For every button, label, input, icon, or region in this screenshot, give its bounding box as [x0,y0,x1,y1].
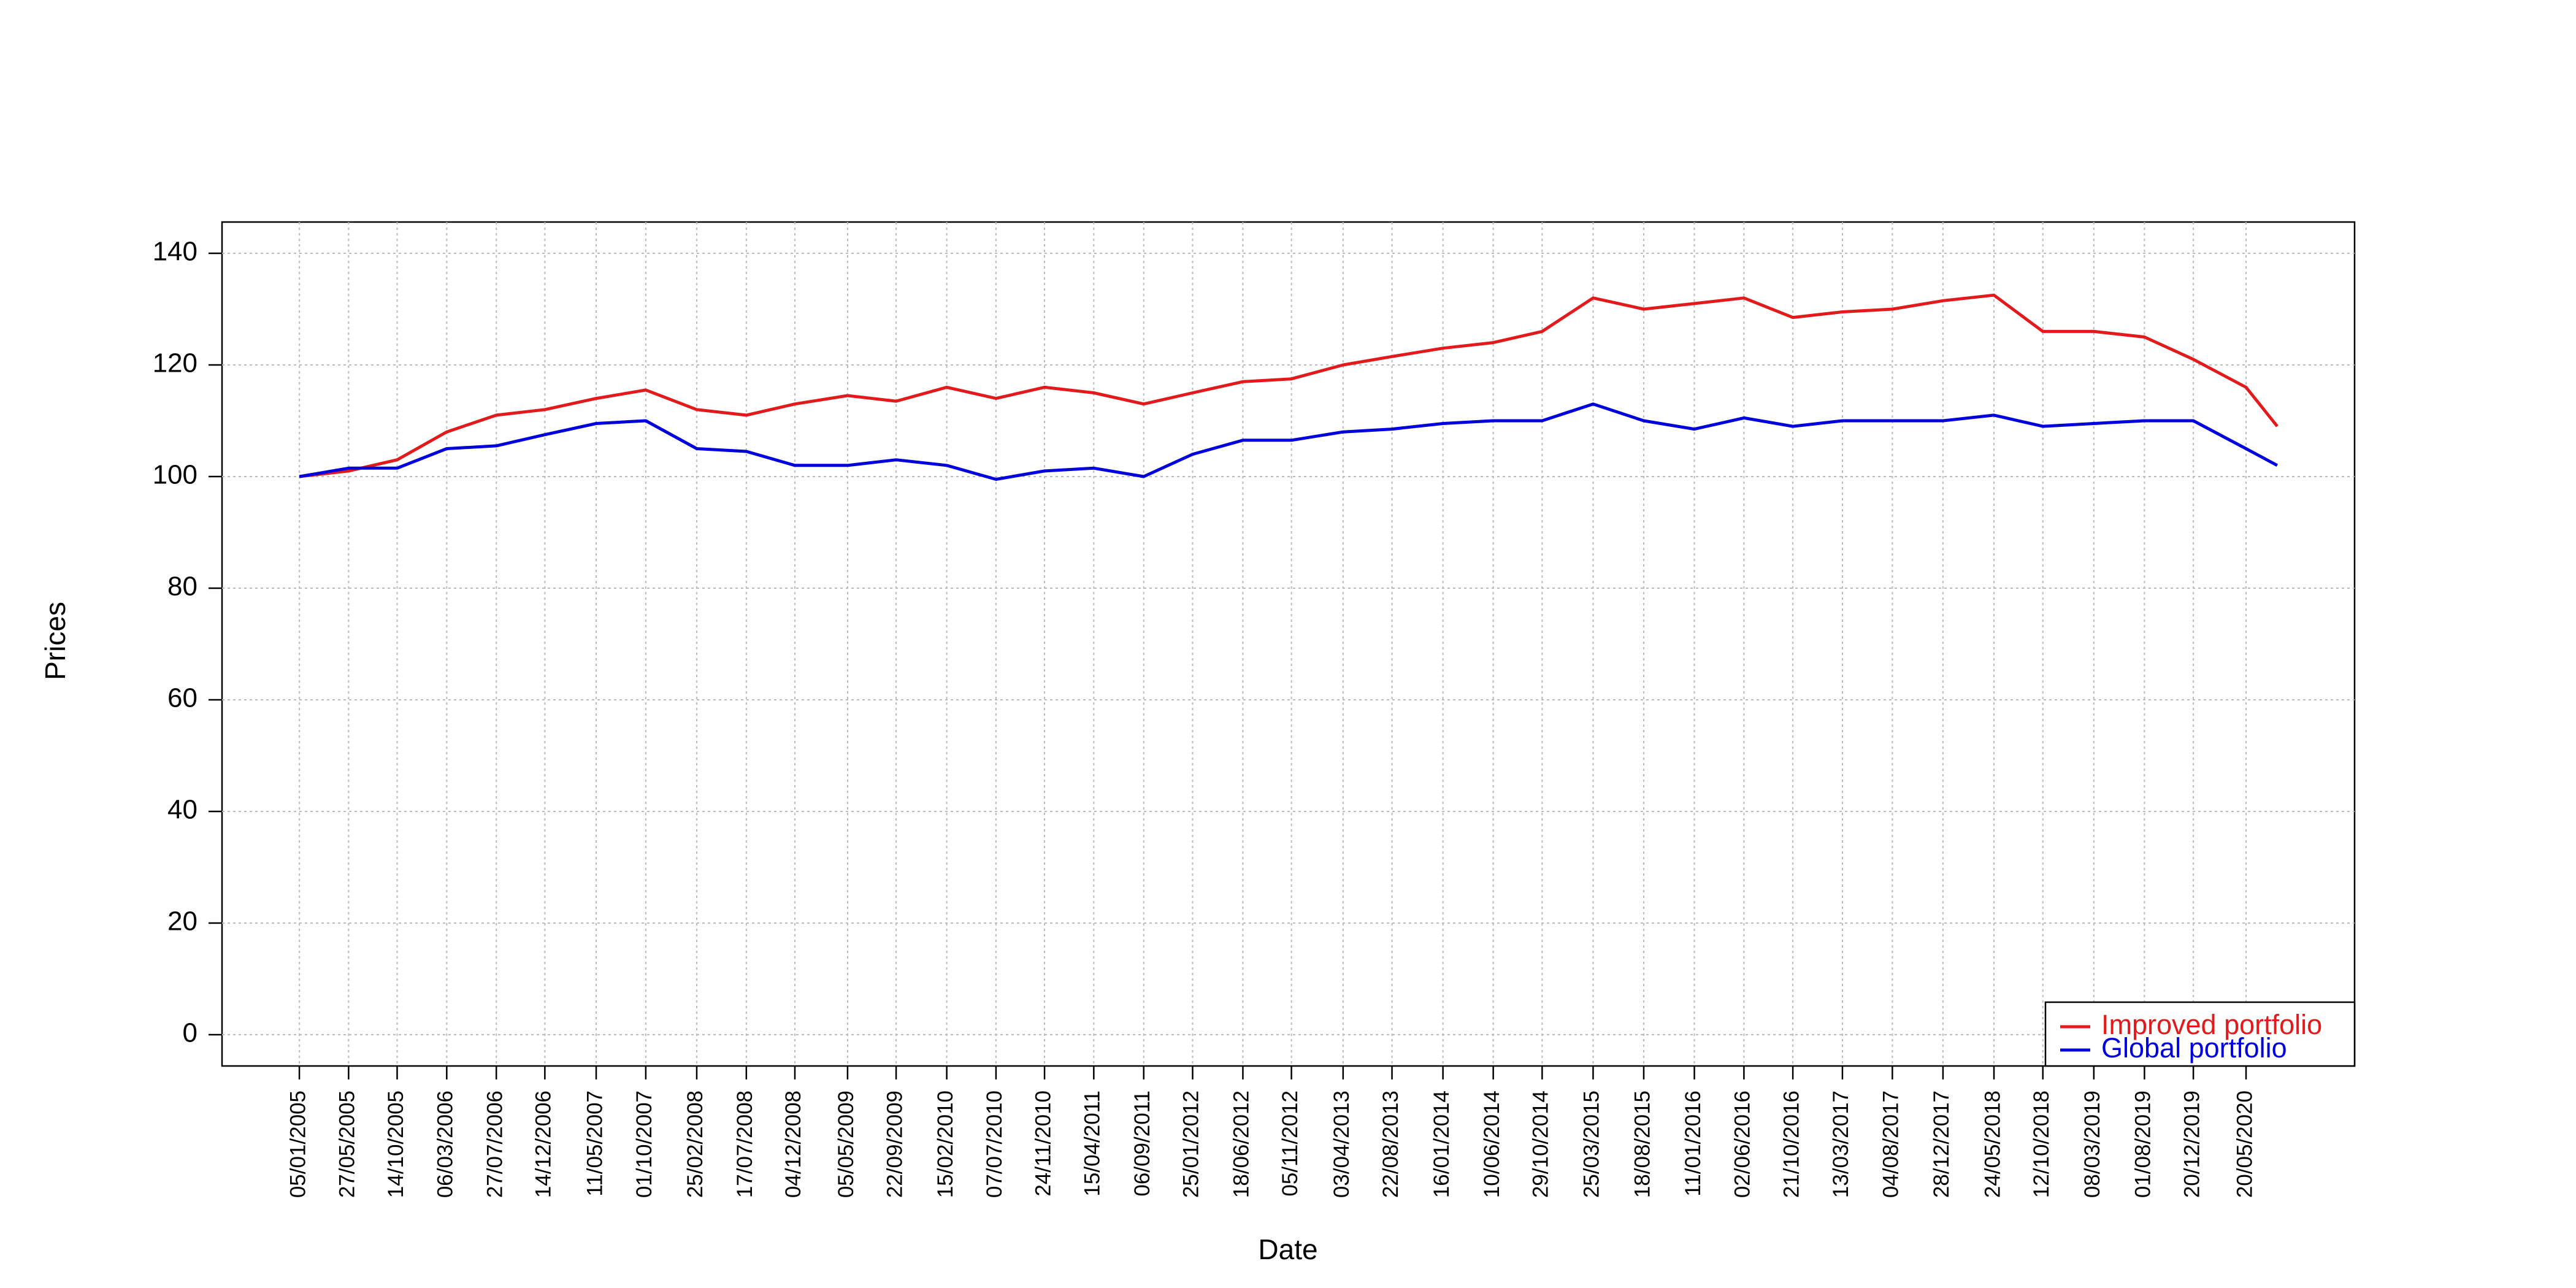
x-tick-label: 07/07/2010 [983,1091,1006,1198]
y-tick-label: 0 [183,1018,197,1048]
y-tick-label: 20 [167,907,197,937]
x-tick-label: 24/11/2010 [1031,1091,1055,1197]
x-tick-label: 17/07/2008 [733,1091,757,1198]
legend-box [2044,1001,2356,1067]
x-tick-label: 08/03/2019 [2080,1091,2104,1198]
x-tick-label: 21/10/2016 [1779,1091,1803,1198]
x-tick-label: 25/03/2015 [1580,1091,1604,1198]
x-tick-label: 05/11/2012 [1278,1091,1302,1197]
x-tick-label: 29/10/2014 [1529,1091,1553,1198]
x-axis-label: Date [1258,1233,1317,1265]
x-tick-label: 06/03/2006 [434,1091,458,1198]
x-tick-label: 10/06/2014 [1480,1091,1504,1198]
x-tick-label: 25/01/2012 [1179,1091,1203,1198]
x-tick-label: 04/08/2017 [1879,1091,1903,1198]
x-tick-label: 04/12/2008 [781,1091,805,1198]
y-tick-label: 60 [167,683,197,713]
legend-label: Global portfolio [2101,1032,2287,1064]
y-tick-label: 140 [153,237,197,267]
x-tick-label: 20/05/2020 [2233,1091,2256,1198]
x-tick-label: 02/06/2016 [1731,1091,1755,1198]
y-tick-label: 100 [153,460,197,490]
y-axis-label: Prices [39,602,71,680]
x-tick-label: 13/03/2017 [1829,1091,1853,1198]
x-tick-label: 12/10/2018 [2030,1091,2053,1198]
series-line [299,293,2279,478]
x-tick-label: 14/10/2005 [384,1091,408,1198]
x-tick-label: 20/12/2019 [2180,1091,2204,1198]
y-tick-label: 80 [167,572,197,602]
x-tick-label: 22/08/2013 [1379,1091,1403,1198]
x-tick-label: 11/01/2016 [1681,1091,1705,1197]
plot-box [221,221,2356,1067]
x-tick-label: 15/02/2010 [933,1091,957,1198]
x-tick-label: 18/06/2012 [1230,1091,1254,1198]
x-tick-label: 05/05/2009 [834,1091,858,1198]
x-tick-label: 05/01/2005 [286,1091,310,1198]
series-line [299,402,2279,481]
x-tick-label: 22/09/2009 [883,1091,907,1198]
x-tick-label: 27/07/2006 [483,1091,507,1198]
x-tick-label: 28/12/2017 [1930,1091,1953,1198]
legend-label: Improved portfolio [2101,1009,2322,1040]
x-tick-label: 24/05/2018 [1980,1091,2004,1198]
x-tick-label: 18/08/2015 [1630,1091,1654,1198]
x-tick-label: 03/04/2013 [1330,1091,1354,1198]
x-tick-label: 14/12/2006 [532,1091,556,1198]
x-tick-label: 15/04/2011 [1081,1091,1105,1197]
x-tick-label: 01/10/2007 [632,1091,656,1198]
x-tick-label: 06/09/2011 [1130,1091,1154,1197]
x-tick-label: 11/05/2007 [583,1091,607,1197]
x-tick-label: 16/01/2014 [1430,1091,1454,1198]
x-tick-label: 25/02/2008 [683,1091,707,1198]
y-tick-label: 120 [153,348,197,378]
x-tick-label: 27/05/2005 [335,1091,359,1198]
x-tick-label: 01/08/2019 [2131,1091,2155,1198]
y-tick-label: 40 [167,795,197,825]
